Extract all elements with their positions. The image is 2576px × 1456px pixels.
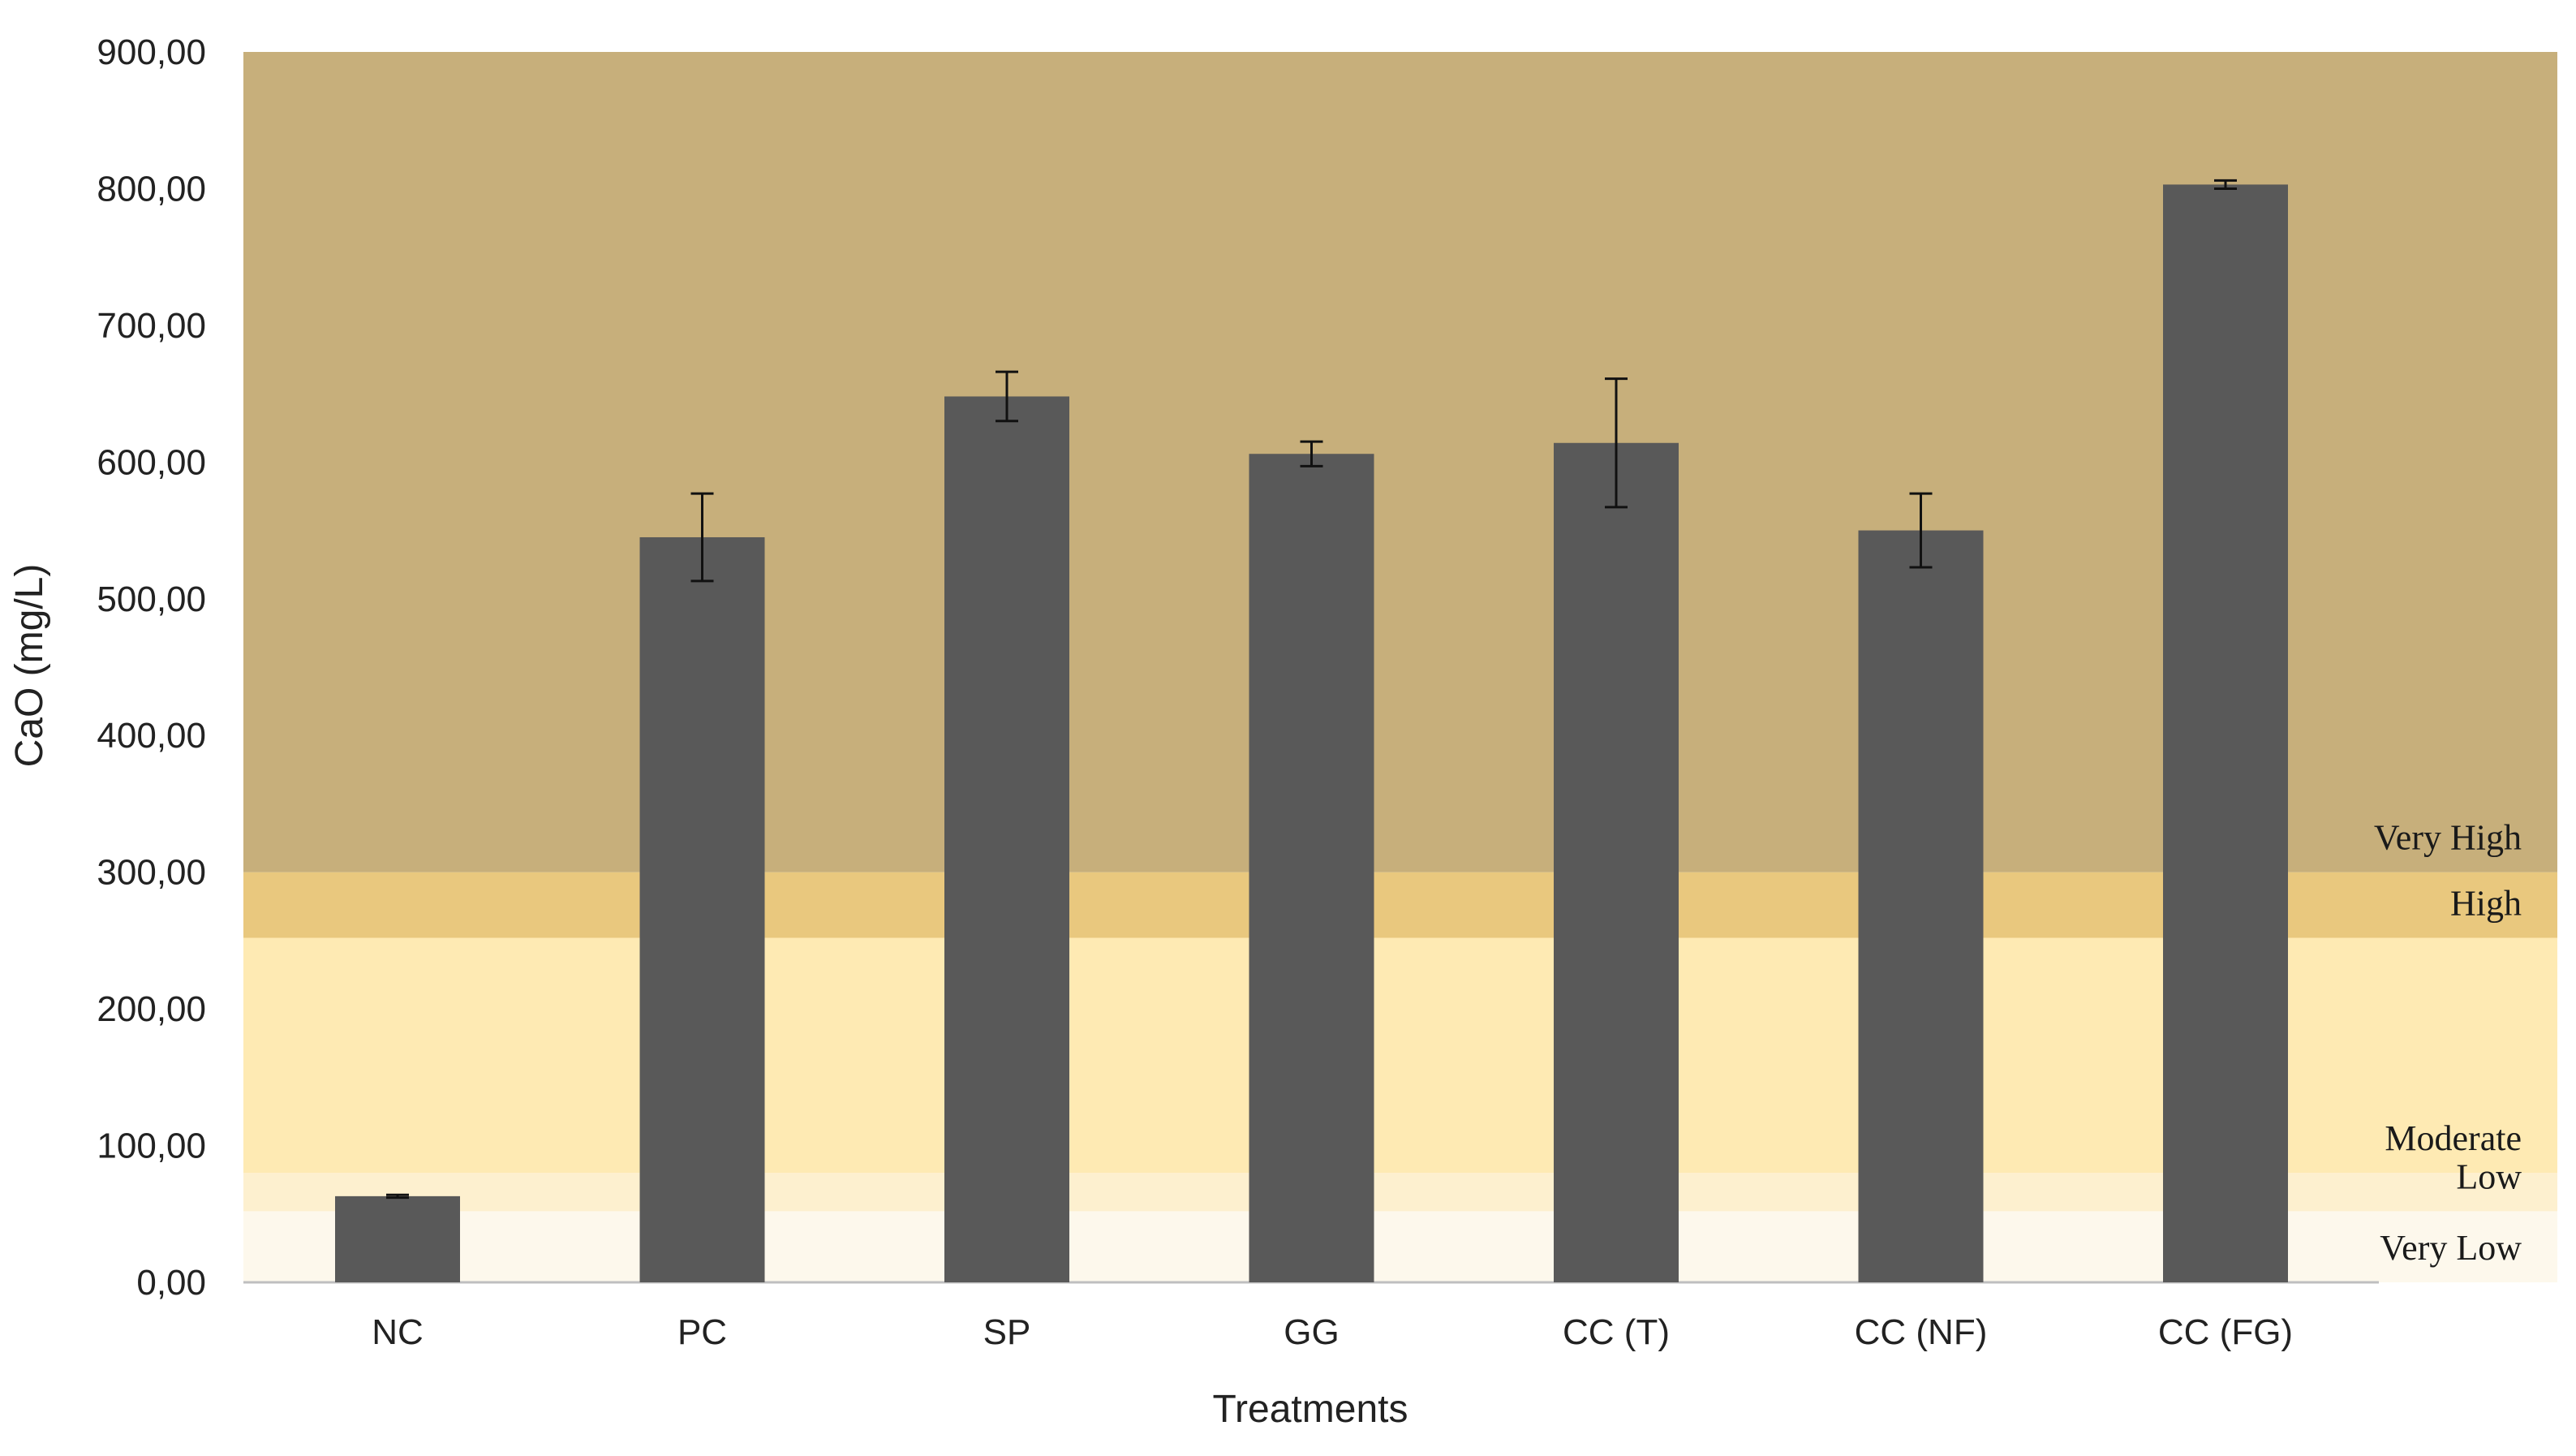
bar [1554,442,1679,1282]
y-tick-label: 0,00 [136,1263,206,1303]
x-tick-label: PC [677,1312,727,1352]
error-bar [1909,492,1933,569]
x-tick-label: NC [372,1312,424,1352]
bar [1249,454,1374,1282]
y-tick-label: 500,00 [97,579,206,619]
y-tick-label: 700,00 [97,306,206,346]
band-label: Low [2456,1157,2522,1196]
y-tick-label: 800,00 [97,169,206,209]
bars [335,184,2288,1283]
error-bar [1300,440,1323,467]
bar [944,396,1069,1283]
error-bar [996,370,1018,423]
y-tick-label: 900,00 [97,32,206,72]
y-axis-title: CaO (mg/L) [8,564,51,768]
x-axis-ticks: NC PC SP GG CC (T) CC (NF) CC (FG) [372,1312,2293,1352]
band-label: Moderate [2385,1118,2522,1158]
error-bar [690,492,714,583]
band-label: Very Low [2380,1228,2522,1268]
y-tick-label: 600,00 [97,442,206,482]
x-tick-label: CC (T) [1563,1312,1670,1352]
y-tick-label: 300,00 [97,853,206,893]
y-tick-label: 400,00 [97,716,206,756]
y-tick-label: 100,00 [97,1126,206,1166]
error-bars [386,179,2237,1200]
x-tick-label: CC (NF) [1855,1312,1988,1352]
band-label: Very High [2374,818,2522,858]
error-bar [1605,377,1628,509]
x-tick-label: GG [1284,1312,1339,1352]
error-bar [386,1193,409,1200]
bar [335,1195,460,1282]
y-axis-ticks: 0,00 100,00 200,00 300,00 400,00 500,00 600,00… [97,32,206,1303]
bar [1858,530,1984,1282]
y-tick-label: 200,00 [97,989,206,1029]
error-bar [2214,179,2237,190]
band-label: High [2450,884,2522,924]
x-tick-label: SP [983,1312,1031,1352]
x-tick-label: CC (FG) [2158,1312,2293,1352]
bar [639,536,765,1282]
x-axis-title: Treatments [1213,1388,1408,1431]
bar [2163,184,2288,1282]
